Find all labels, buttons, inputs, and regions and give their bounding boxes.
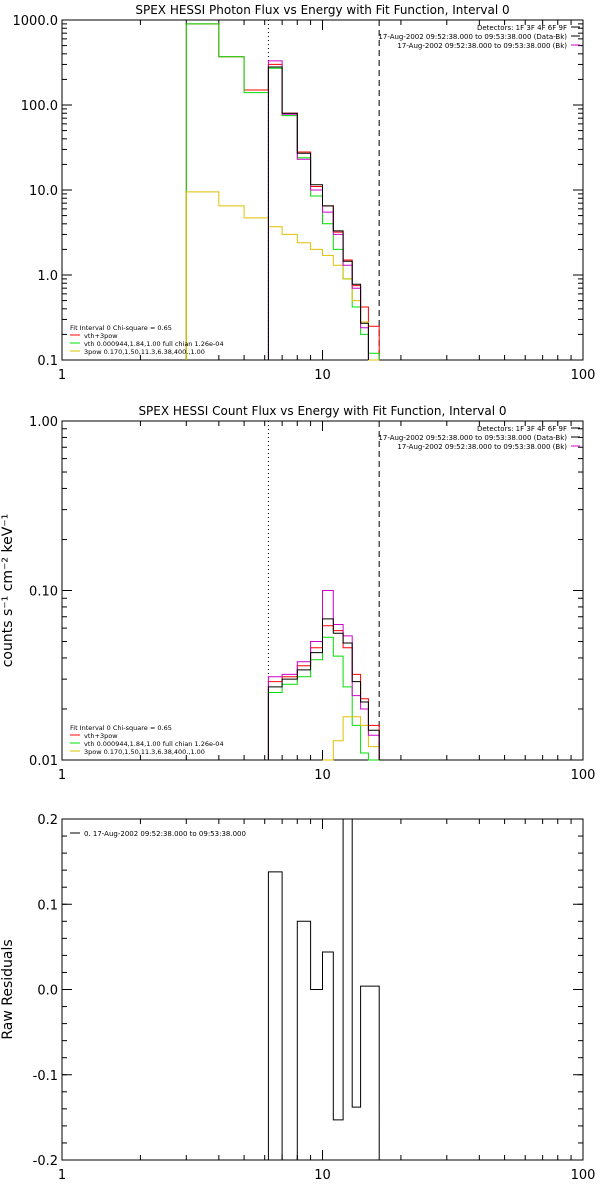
series-line-4 (267, 60, 369, 360)
y-tick-label: 0.0 (37, 984, 58, 999)
x-tick-label: 1 (58, 768, 66, 783)
chart-panel-2: SPEX HESSI Count Flux vs Energy with Fit… (0, 404, 595, 783)
x-tick-label: 1 (58, 368, 66, 383)
x-tick-label: 10 (314, 1168, 331, 1183)
info-text: Detectors: 1F 3F 4F 6F 9F (477, 24, 567, 32)
chart-title: SPEX HESSI Photon Flux vs Energy with Fi… (135, 3, 509, 17)
x-tick-label: 10 (314, 368, 331, 383)
chart-title: SPEX HESSI Count Flux vs Energy with Fit… (138, 404, 506, 418)
x-tick-label: 1 (58, 1168, 66, 1183)
fit-legend-text: vth+3pow (84, 332, 118, 340)
fit-legend-text: vth+3pow (84, 732, 118, 740)
y-tick-label: 0.1 (37, 354, 58, 369)
y-tick-label: 0.2 (37, 813, 58, 828)
fit-legend-text: 3pow 0.170,1.50,11.3,6.38,400.,1.00 (84, 748, 205, 756)
series-line-5 (267, 618, 380, 760)
fit-legend-text: Fit Interval 0 Chi-square = 0.65 (70, 724, 172, 732)
y-tick-label: 10.0 (29, 184, 58, 199)
info-text: Detectors: 1F 3F 4F 6F 9F (477, 425, 567, 433)
series-line-1 (267, 625, 380, 760)
chart-panel-1: SPEX HESSI Photon Flux vs Energy with Fi… (13, 3, 596, 383)
series-line-2 (267, 636, 380, 761)
y-tick-label: -0.1 (33, 1069, 58, 1084)
y-axis-label: Raw Residuals (0, 939, 16, 1039)
series-line-1 (267, 818, 380, 1161)
info-text: 17-Aug-2002 09:52:38.000 to 09:53:38.000… (378, 434, 567, 442)
x-tick-label: 100 (571, 768, 596, 783)
x-tick-label: 100 (571, 1168, 596, 1183)
y-tick-label: 100.0 (21, 99, 58, 114)
series-line-4 (267, 590, 380, 760)
y-tick-label: -0.2 (33, 1154, 58, 1169)
y-tick-label: 0.10 (29, 585, 58, 600)
x-tick-label: 10 (314, 768, 331, 783)
y-tick-label: 1.00 (29, 415, 58, 430)
y-tick-label: 0.01 (29, 754, 58, 769)
x-tick-label: 100 (571, 368, 596, 383)
y-tick-label: 1000.0 (13, 14, 59, 29)
fit-legend-text: 3pow 0.170,1.50,11.3,6.38,400.,1.00 (84, 348, 205, 356)
y-tick-label: 0.1 (37, 898, 58, 913)
legend-text: 0. 17-Aug-2002 09:52:38.000 to 09:53:38.… (84, 830, 246, 838)
series-line-5 (267, 66, 369, 360)
info-text: 17-Aug-2002 09:52:38.000 to 09:53:38.000… (397, 42, 567, 50)
info-text: 17-Aug-2002 09:52:38.000 to 09:53:38.000… (397, 443, 567, 451)
fit-legend-text: vth 0.000944,1.84,1.00 full chian 1.26e-… (84, 340, 224, 348)
series-line-3 (322, 716, 380, 761)
info-text: 17-Aug-2002 09:52:38.000 to 09:53:38.000… (378, 33, 567, 41)
fit-legend-text: Fit Interval 0 Chi-square = 0.65 (70, 324, 172, 332)
y-axis-label: counts s⁻¹ cm⁻² keV⁻¹ (0, 514, 16, 668)
series-line-3 (185, 191, 380, 361)
fit-legend-text: vth 0.000944,1.84,1.00 full chian 1.26e-… (84, 740, 224, 748)
chart-panel-3: 1 10 100 -0.2 -0.1 0.0 0.1 0.2 Raw Residuals 0. 1… (0, 813, 595, 1183)
y-tick-label: 1.0 (37, 269, 58, 284)
